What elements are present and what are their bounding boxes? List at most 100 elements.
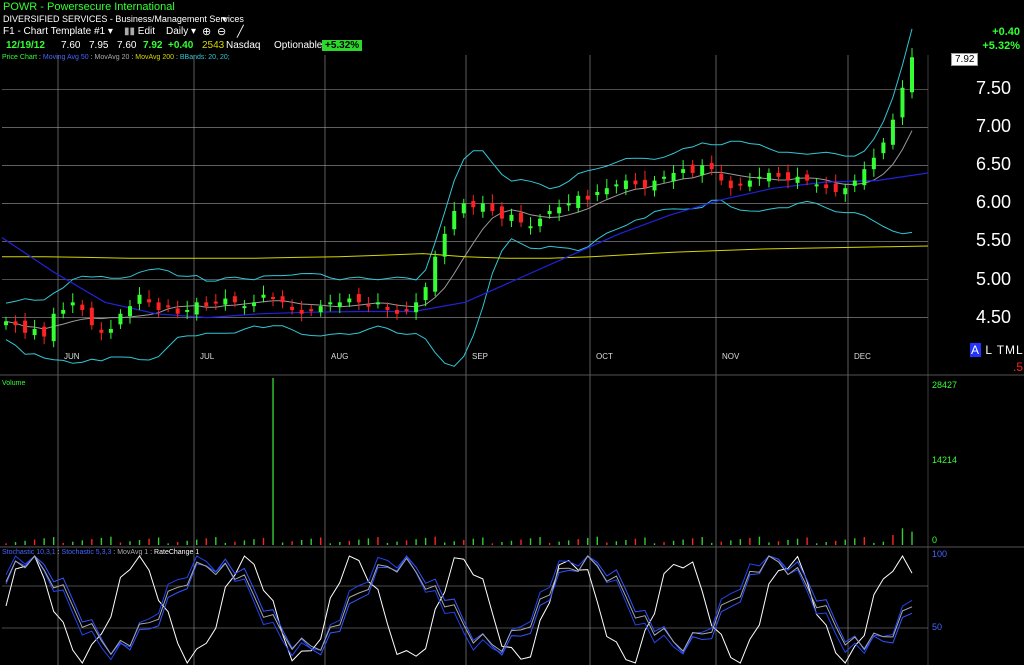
candle-body [833, 183, 838, 192]
candle-body [395, 309, 400, 314]
candle-body [518, 212, 523, 223]
candle-body [709, 163, 714, 170]
volume-bar [253, 539, 255, 545]
edit-button[interactable]: ▮▮ Edit [124, 26, 156, 37]
zoom-out-icon[interactable]: ⊖ [217, 26, 227, 38]
candle-body [547, 211, 552, 215]
candle-body [328, 302, 333, 305]
volume-bar [491, 543, 494, 545]
candle-body [652, 180, 657, 191]
volume-bar [424, 537, 427, 545]
volume-bar [196, 539, 198, 545]
chart-template-dropdown[interactable]: F1 - Chart Template #1 ▾ [3, 26, 113, 37]
corner-red-mark: .5 [1013, 360, 1024, 374]
candle-body [232, 296, 237, 303]
candle-body [757, 176, 762, 179]
volume-bar [882, 541, 885, 545]
change-abs: +0.40 [992, 26, 1020, 38]
toolbar-corner[interactable]: A L TML [970, 343, 1024, 357]
candle-body [375, 302, 380, 305]
price-chart-legend[interactable]: Price Chart : Moving Avg 50 : MovAvg 20 … [2, 54, 230, 61]
candle-body [538, 218, 543, 227]
candle-body [814, 184, 819, 187]
candle-body [890, 119, 895, 145]
volume-bar [691, 538, 694, 545]
volume-bar [854, 538, 856, 545]
volume-bar [5, 543, 7, 545]
candle-body [528, 226, 533, 229]
volume-bar [262, 537, 265, 545]
volume-bar [873, 542, 875, 545]
volume-bar [835, 540, 837, 545]
change-pct-badge: +5.32% [322, 40, 363, 51]
volume-bar [339, 542, 341, 545]
candle-body [404, 309, 409, 312]
candle-body [862, 169, 867, 186]
sector-dropdown-icon[interactable]: ▾ [222, 14, 227, 24]
legend-moving-avg-50: Moving Avg 50 [42, 54, 89, 61]
candle-body [480, 203, 485, 212]
candle-body [499, 206, 504, 219]
candle-body [242, 306, 247, 309]
candle-body [738, 183, 743, 186]
volume-bar [205, 538, 207, 545]
candle-body [299, 309, 304, 314]
volume-bar [520, 539, 522, 545]
month-label: SEP [472, 352, 489, 361]
candle-body [213, 301, 218, 304]
volume-bar [320, 537, 322, 545]
volume-bar [796, 538, 799, 545]
corner-a-button[interactable]: A [970, 343, 982, 357]
period-dropdown[interactable]: Daily ▾ [166, 26, 197, 37]
volume-bar [243, 540, 246, 545]
stochastic-legend[interactable]: Stochastic 10,3,1 : Stochastic 5,3,3 : M… [2, 549, 200, 556]
ma20-line [5, 130, 913, 330]
volume-bar [758, 536, 761, 545]
legend-stoch-1: Stochastic 10,3,1 [2, 549, 56, 556]
volume-bar [300, 539, 303, 545]
volume-bar [72, 541, 74, 545]
candle-body [442, 233, 447, 257]
quote-high: 7.95 [89, 40, 109, 51]
volume-bar [291, 541, 293, 545]
candle-body [23, 320, 28, 333]
volume-legend[interactable]: Volume [2, 380, 26, 387]
corner-tml[interactable]: L TML [985, 343, 1024, 357]
volume-bar [43, 538, 45, 545]
quote-close: 7.92 [143, 40, 163, 51]
ma50-line [1, 172, 929, 319]
legend-mov-avg-20: MovAvg 20 [94, 54, 130, 61]
quote-date: 12/19/12 [6, 40, 45, 51]
sector-label[interactable]: DIVERSIFIED SERVICES - Business/Manageme… [3, 14, 244, 24]
volume-bar [329, 543, 331, 545]
candle-body [557, 207, 562, 214]
volume-bar [234, 541, 236, 545]
candle-body [433, 256, 438, 292]
volume-bar [434, 536, 436, 545]
candle-body [185, 309, 190, 312]
candle-body [852, 180, 857, 186]
candle-body [271, 297, 276, 300]
candle-body [194, 302, 199, 315]
draw-pencil-icon[interactable]: ╱ [237, 26, 244, 38]
zoom-in-icon[interactable]: ⊕ [202, 26, 212, 38]
volume-bar [863, 537, 866, 545]
bars-icon: ▮▮ [124, 26, 136, 37]
volume-bar [672, 540, 675, 545]
candle-body [61, 309, 66, 314]
candle-body [423, 287, 428, 301]
candle-body [871, 157, 876, 170]
volume-bar [825, 542, 827, 545]
candle-body [261, 294, 266, 298]
candle-body [309, 309, 314, 312]
legend-stoch-2: Stochastic 5,3,3 [61, 549, 112, 556]
volume-bar [110, 536, 112, 545]
candle-body [4, 321, 8, 326]
volume-bar [176, 542, 179, 545]
volume-bar [787, 539, 789, 545]
stochastic-2-line [5, 555, 913, 656]
change-pct: +5.32% [982, 40, 1020, 52]
volume-bar [129, 541, 131, 545]
candle-body [461, 203, 466, 214]
